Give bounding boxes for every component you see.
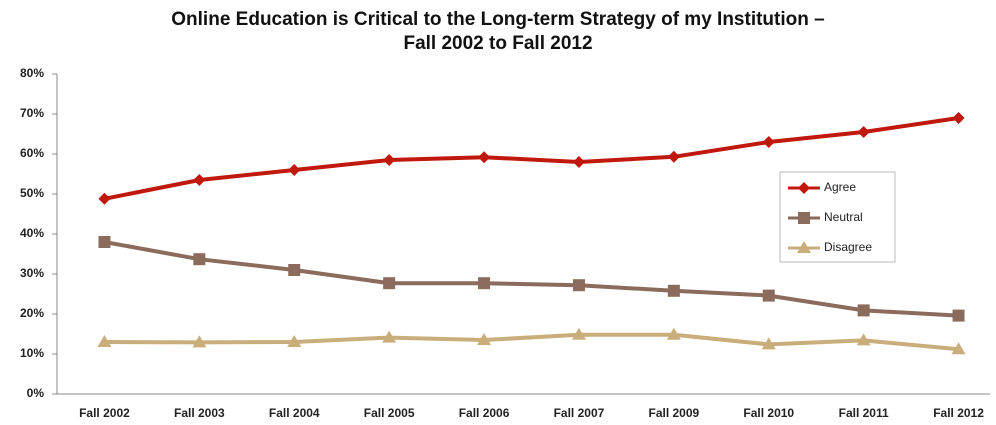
point — [477, 333, 492, 345]
point — [571, 327, 586, 340]
point — [383, 154, 396, 166]
point — [667, 150, 680, 163]
point — [192, 335, 207, 348]
y-tick-label: 40% — [20, 226, 44, 240]
x-tick-label: Fall 2003 — [174, 406, 225, 420]
legend-label: Disagree — [824, 240, 872, 254]
y-tick-label: 30% — [20, 266, 44, 280]
point — [572, 279, 585, 292]
point — [572, 156, 585, 168]
x-tick-label: Fall 2004 — [269, 406, 320, 420]
series-line — [104, 240, 959, 318]
point — [98, 236, 111, 248]
point — [288, 164, 301, 176]
point — [193, 253, 206, 266]
chart-subtitle: Fall 2002 to Fall 2012 — [403, 33, 592, 54]
point — [951, 342, 966, 355]
y-tick-label: 80% — [20, 66, 44, 80]
series-line — [104, 332, 959, 352]
point — [952, 309, 965, 322]
point — [382, 330, 397, 343]
legend-label: Neutral — [824, 210, 863, 224]
point — [667, 284, 680, 297]
point — [97, 335, 112, 347]
point — [193, 174, 206, 186]
point — [952, 112, 965, 124]
x-tick-label: Fall 2012 — [933, 406, 984, 420]
point — [666, 327, 681, 340]
y-tick-label: 0% — [27, 386, 45, 400]
point — [98, 192, 111, 205]
point — [761, 337, 776, 350]
y-tick-label: 60% — [20, 146, 44, 160]
point — [478, 277, 491, 290]
x-tick-label: Fall 2002 — [79, 406, 130, 420]
series-line — [104, 116, 959, 201]
point — [762, 289, 775, 302]
chart-title: Online Education is Critical to the Long… — [171, 9, 824, 30]
x-tick-label: Fall 2009 — [648, 406, 699, 420]
x-tick-label: Fall 2007 — [554, 406, 605, 420]
x-tick-label: Fall 2011 — [839, 406, 889, 420]
legend-marker — [798, 212, 810, 224]
x-tick-label: Fall 2005 — [364, 406, 415, 420]
legend-label: Agree — [824, 180, 856, 194]
y-tick-label: 70% — [20, 106, 44, 120]
x-tick-label: Fall 2010 — [743, 406, 794, 420]
y-tick-label: 10% — [20, 346, 44, 360]
point — [762, 136, 775, 148]
point — [383, 277, 396, 290]
y-tick-label: 50% — [20, 186, 44, 200]
y-tick-label: 20% — [20, 306, 44, 320]
x-tick-label: Fall 2006 — [459, 406, 510, 420]
point — [857, 304, 870, 317]
point — [856, 333, 871, 346]
point — [478, 151, 491, 164]
point — [288, 264, 301, 276]
legend-marker — [797, 241, 811, 253]
point — [287, 335, 302, 347]
point — [857, 126, 870, 138]
legend-marker — [798, 182, 810, 194]
